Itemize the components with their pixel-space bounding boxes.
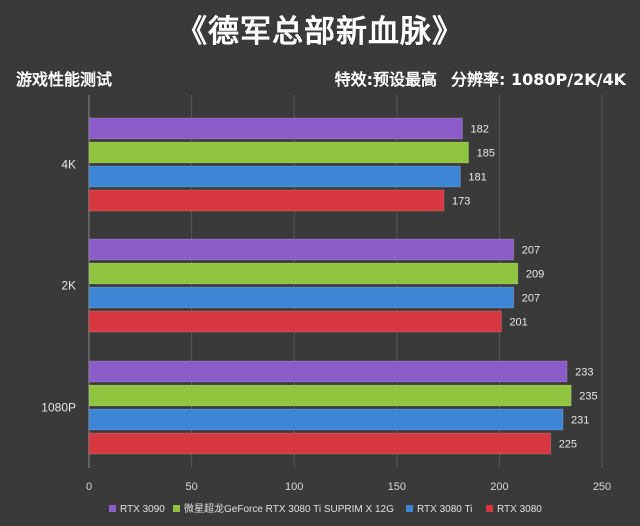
x-tick-label-0: 0 [86,481,92,493]
data-label-1-0: 207 [522,245,540,257]
data-label-2-1: 235 [579,391,597,403]
bar-1-0 [88,238,515,261]
test-label: 游戏性能测试 [16,70,113,89]
bar-0-3 [88,189,445,212]
data-label-0-2: 181 [468,172,486,184]
legend-swatch-1 [173,505,180,512]
legend-swatch-0 [109,505,116,512]
bar-1-1 [88,262,519,285]
resolution-label: 分辨率: 1080P/2K/4K [451,70,626,89]
data-label-1-2: 207 [522,293,540,305]
bar-0-0 [88,117,463,140]
x-tick-label-5: 250 [593,481,611,493]
data-label-0-1: 185 [477,148,495,160]
x-tick-label-2: 100 [285,481,303,493]
bar-0-1 [88,141,470,164]
data-label-0-3: 173 [452,196,470,208]
bar-0-2 [88,165,461,188]
legend-swatch-2 [406,505,413,512]
bar-2-3 [88,432,552,455]
data-label-2-0: 233 [575,367,593,379]
category-label-2: 1080P [41,401,76,415]
legend-label-2: RTX 3080 Ti [417,504,472,515]
category-label-0: 4K [61,158,76,172]
settings-label: 特效:预设最高 [334,70,438,89]
bar-2-2 [88,408,564,431]
x-tick-label-4: 200 [490,481,508,493]
legend-label-3: RTX 3080 [497,504,542,515]
legend-label-0: RTX 3090 [120,504,165,515]
data-label-2-3: 225 [559,439,577,451]
settings-info: 特效:预设最高 分辨率: 1080P/2K/4K [335,66,626,90]
legend-label-1: 微星超龙GeForce RTX 3080 Ti SUPRIM X 12G [184,502,394,515]
chart-title: 《德军总部新血脉》 [176,14,464,50]
x-tick-label-1: 50 [185,481,197,493]
bar-2-0 [88,360,568,383]
data-label-1-3: 201 [509,317,527,329]
bar-1-2 [88,286,515,309]
data-label-1-1: 209 [526,269,544,281]
data-label-0-0: 182 [470,124,488,136]
category-label-1: 2K [61,279,76,293]
data-label-2-2: 231 [571,415,589,427]
bar-2-1 [88,384,572,407]
bar-1-3 [88,310,502,333]
legend-swatch-3 [486,505,493,512]
x-tick-label-3: 150 [388,481,406,493]
